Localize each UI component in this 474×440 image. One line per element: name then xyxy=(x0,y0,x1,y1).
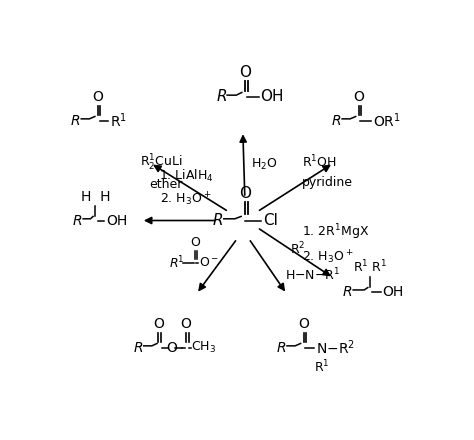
Text: R$^2$: R$^2$ xyxy=(290,241,305,258)
Text: OH: OH xyxy=(383,285,404,299)
Text: 1. 2R$^1$MgX
2. H$_3$O$^+$: 1. 2R$^1$MgX 2. H$_3$O$^+$ xyxy=(301,223,369,266)
Text: H$_2$O: H$_2$O xyxy=(251,157,278,172)
Text: R$^1$ R$^1$: R$^1$ R$^1$ xyxy=(353,259,387,275)
Text: OR$^1$: OR$^1$ xyxy=(373,111,401,130)
Text: O: O xyxy=(239,186,251,201)
Text: Cl: Cl xyxy=(263,213,278,228)
Text: O: O xyxy=(166,341,177,355)
Text: O: O xyxy=(190,236,200,249)
Text: R$^1$: R$^1$ xyxy=(169,255,184,271)
Text: O: O xyxy=(353,90,364,104)
Text: CH$_3$: CH$_3$ xyxy=(191,340,217,355)
Text: H$-$N$-$R$^1$: H$-$N$-$R$^1$ xyxy=(285,266,340,283)
Text: O: O xyxy=(153,317,164,331)
Text: H  H: H H xyxy=(81,190,110,204)
Text: OH: OH xyxy=(261,89,284,104)
Text: R: R xyxy=(216,89,227,104)
Text: N$-$R$^2$: N$-$R$^2$ xyxy=(316,338,355,357)
Text: R$^1$: R$^1$ xyxy=(110,111,127,130)
Text: R$^1$OH
pyridine: R$^1$OH pyridine xyxy=(301,154,353,189)
Text: O$^-$: O$^-$ xyxy=(199,257,219,269)
Text: O: O xyxy=(298,317,309,331)
Text: R$^1_2$CuLi
ether: R$^1_2$CuLi ether xyxy=(140,153,182,191)
Text: R: R xyxy=(343,285,353,299)
Text: R: R xyxy=(71,114,81,128)
Text: O: O xyxy=(92,90,103,104)
Text: R: R xyxy=(133,341,143,355)
Text: R: R xyxy=(73,213,82,227)
Text: R$^1$: R$^1$ xyxy=(314,359,330,375)
Text: R: R xyxy=(213,213,223,228)
Text: R: R xyxy=(277,341,286,355)
Text: 1. LiAlH$_4$
2. H$_3$O$^+$: 1. LiAlH$_4$ 2. H$_3$O$^+$ xyxy=(158,168,213,208)
Text: R: R xyxy=(332,114,341,128)
Text: O: O xyxy=(239,65,251,80)
Text: OH: OH xyxy=(106,213,128,227)
Text: O: O xyxy=(181,317,191,331)
